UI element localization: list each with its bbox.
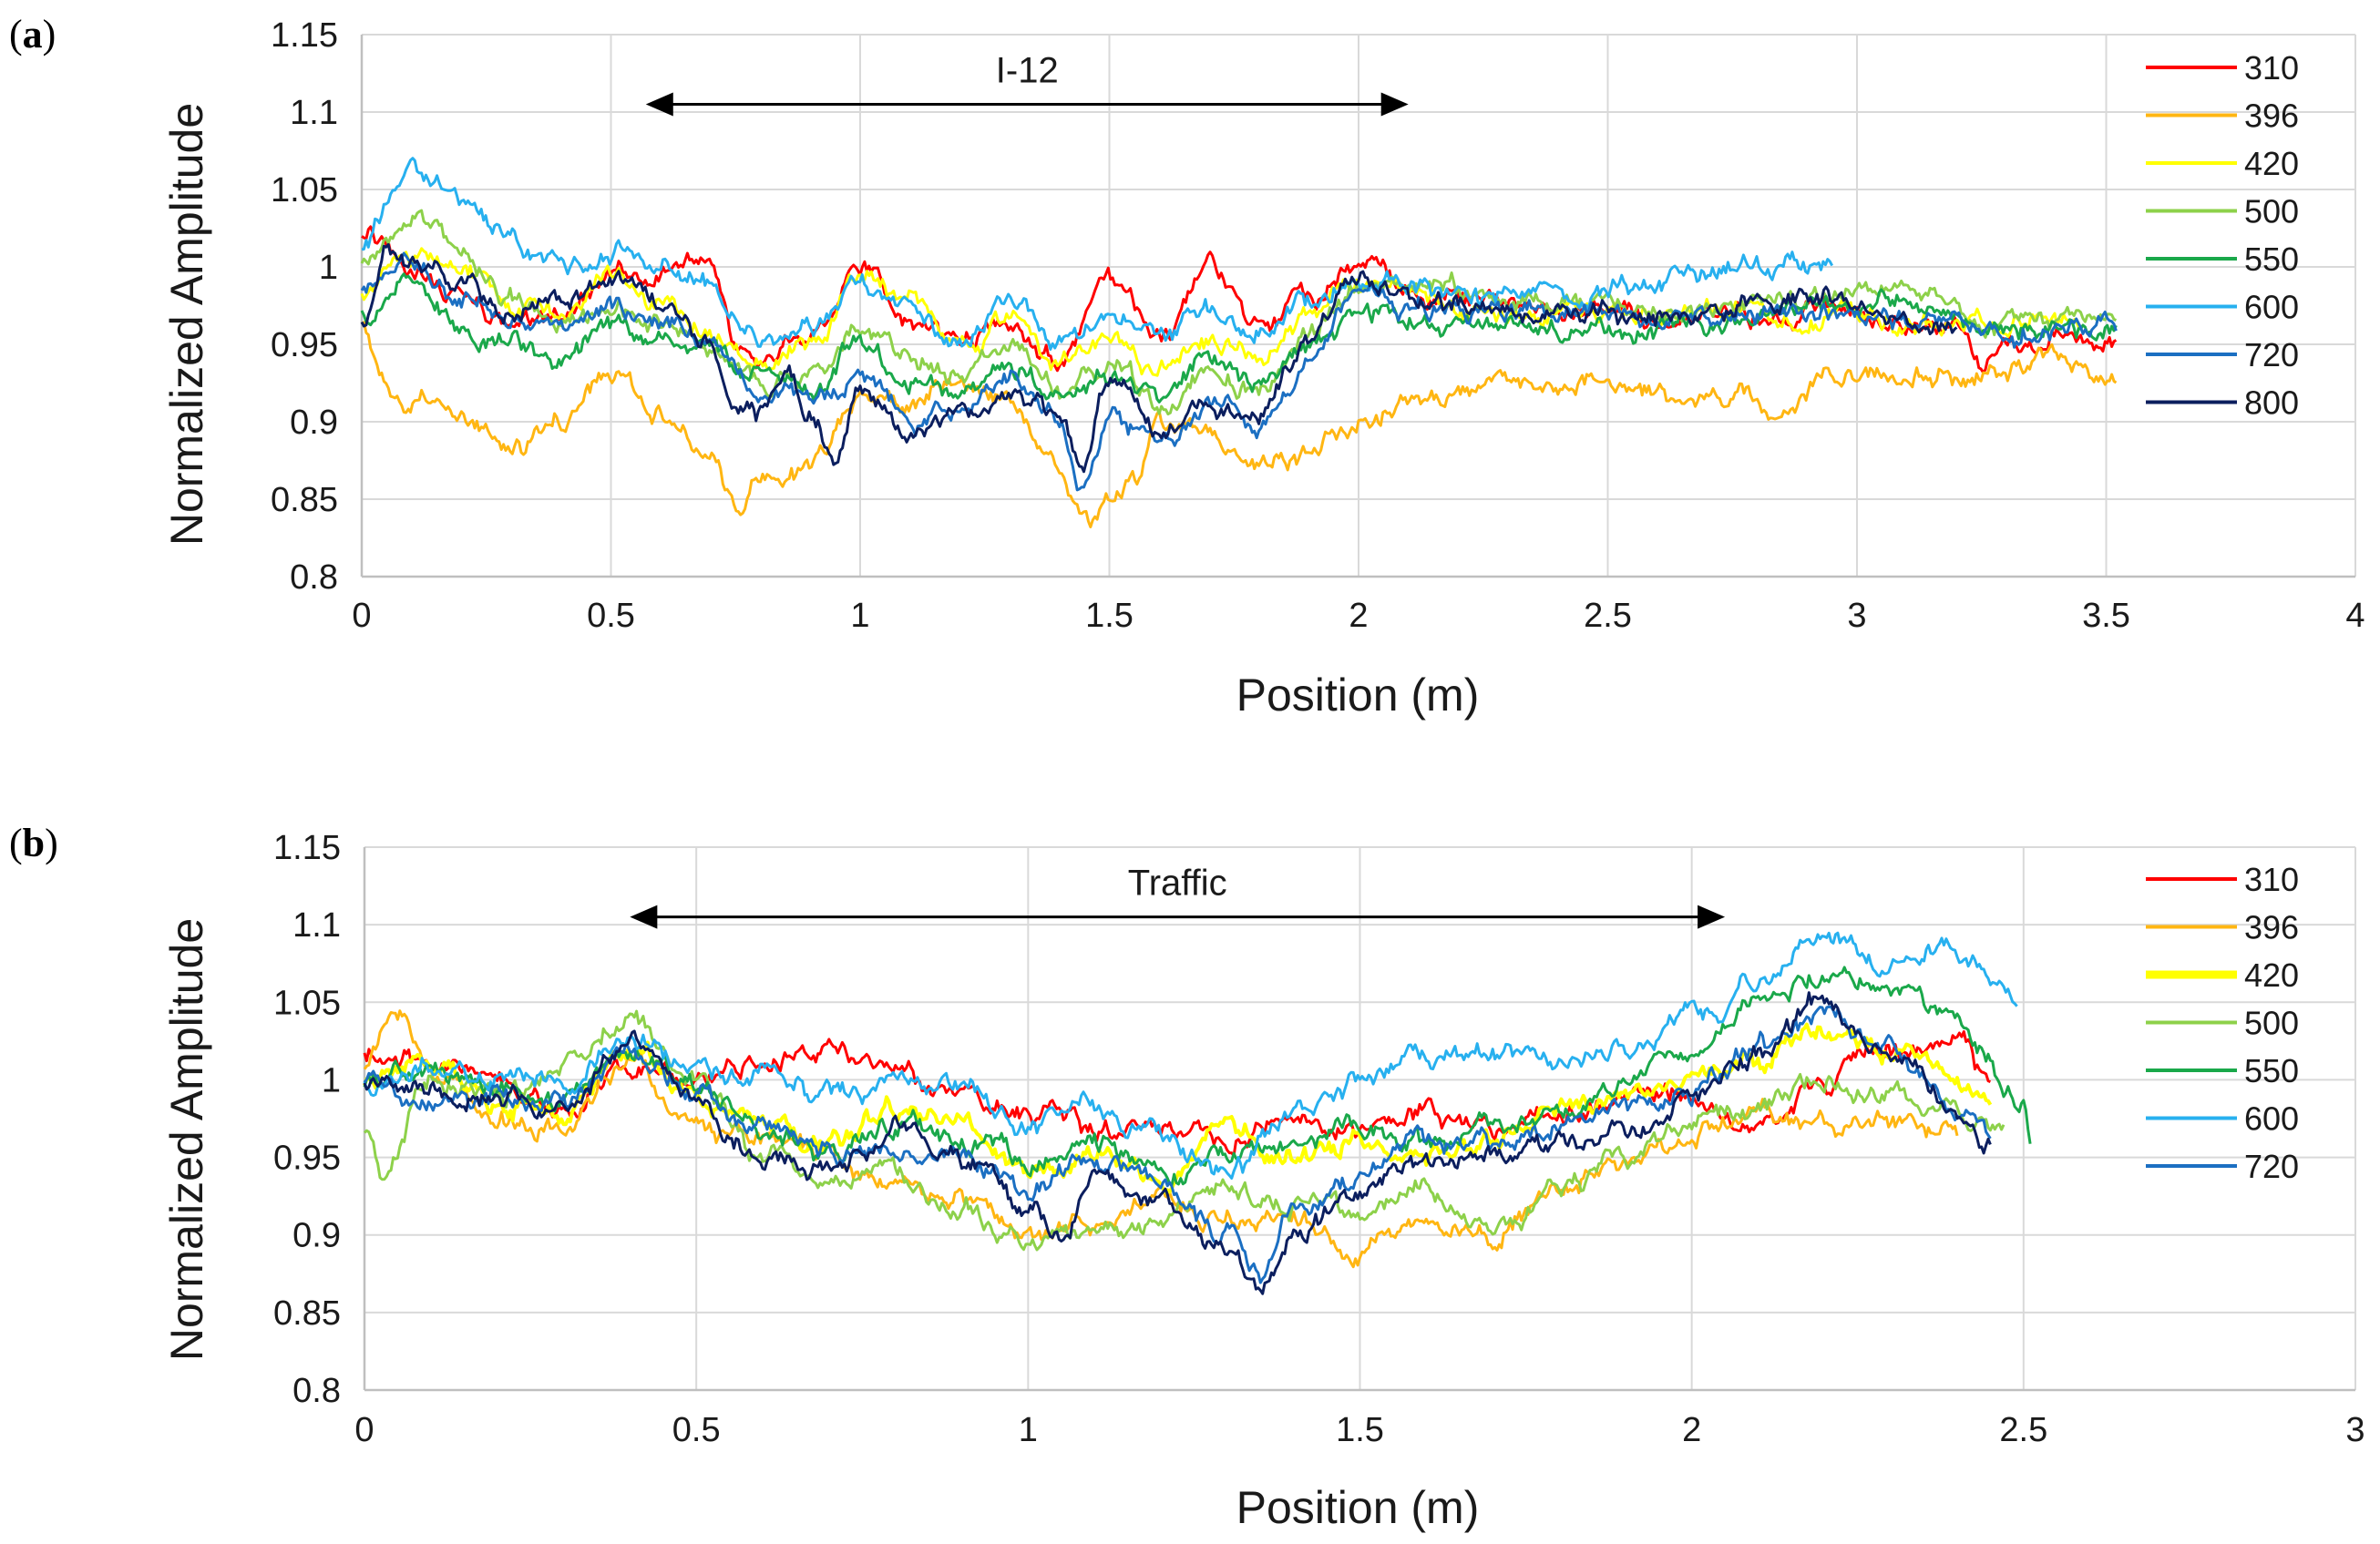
legend-label-600: 600 bbox=[2244, 1100, 2299, 1138]
y-tick-label: 1 bbox=[322, 1061, 341, 1099]
y-tick-label: 0.8 bbox=[290, 558, 338, 597]
x-tick-label: 3.5 bbox=[2082, 597, 2130, 635]
legend-label-600: 600 bbox=[2244, 289, 2299, 326]
x-tick-label: 1.5 bbox=[1085, 597, 1134, 635]
annotation-arrowhead-left-b bbox=[630, 905, 658, 929]
series-line-310 bbox=[361, 225, 2118, 374]
y-axis-label-a: Normalized Amplitude bbox=[161, 103, 212, 546]
x-tick-label: 2 bbox=[1349, 597, 1368, 635]
x-tick-label: 2.5 bbox=[1584, 597, 1632, 635]
panel-a-label: (a) bbox=[9, 12, 56, 56]
series-line-500 bbox=[363, 1009, 2006, 1252]
x-tick-label: 2.5 bbox=[1999, 1411, 2047, 1449]
x-axis-label-b: Position (m) bbox=[1236, 1482, 1480, 1533]
legend-label-720: 720 bbox=[2244, 336, 2299, 373]
y-tick-label: 0.9 bbox=[290, 404, 338, 442]
chart-panel-a: (a) 0.8 0.85 0.9 0.95 1 1.05 1.1 1.15 0 0.5 1 1.5 2… bbox=[9, 12, 2365, 721]
legend-label-310: 310 bbox=[2244, 861, 2299, 898]
legend-label-720: 720 bbox=[2244, 1148, 2299, 1185]
x-tick-label: 0.5 bbox=[587, 597, 635, 635]
annotation-arrowhead-right-b bbox=[1698, 905, 1726, 929]
y-tick-label: 1.1 bbox=[292, 906, 341, 945]
annotation-arrowhead-right-a bbox=[1380, 92, 1409, 117]
legend-label-396: 396 bbox=[2244, 909, 2299, 946]
annotation-arrowhead-left-a bbox=[645, 92, 673, 117]
x-tick-label: 0.5 bbox=[672, 1411, 721, 1449]
y-tick-label: 1.05 bbox=[273, 984, 341, 1022]
x-tick-label: 3 bbox=[1847, 597, 1866, 635]
y-tick-labels-b: 0.8 0.85 0.9 0.95 1 1.05 1.1 1.15 bbox=[273, 829, 341, 1410]
legend-a: 310 396 420 500 550 600 720 800 bbox=[2146, 49, 2299, 422]
series-line-420 bbox=[363, 1022, 1993, 1194]
series-line-800 bbox=[363, 991, 1992, 1295]
series-line-550 bbox=[360, 272, 2118, 404]
y-tick-label: 1.1 bbox=[290, 94, 338, 132]
annotation-text-a: I-12 bbox=[996, 51, 1059, 91]
series-line-396 bbox=[361, 321, 2118, 528]
series-group-a bbox=[360, 157, 2118, 528]
series-line-600 bbox=[361, 157, 1834, 351]
y-tick-label: 1.05 bbox=[271, 171, 338, 210]
series-group-b bbox=[363, 931, 2032, 1295]
x-tick-label: 1 bbox=[850, 597, 869, 635]
legend-label-500: 500 bbox=[2244, 193, 2299, 230]
series-line-720 bbox=[363, 1005, 1992, 1284]
legend-label-550: 550 bbox=[2244, 1052, 2299, 1089]
x-tick-label: 3 bbox=[2345, 1411, 2365, 1449]
legend-label-420: 420 bbox=[2244, 145, 2299, 182]
x-tick-label: 2 bbox=[1682, 1411, 1701, 1449]
y-tick-label: 0.8 bbox=[292, 1372, 341, 1410]
legend-label-310: 310 bbox=[2244, 49, 2299, 87]
annotation-a: I-12 bbox=[645, 51, 1409, 117]
y-tick-label: 0.85 bbox=[271, 481, 338, 519]
y-tick-label: 1.15 bbox=[271, 16, 338, 55]
y-axis-label-b: Normalized Amplitude bbox=[161, 918, 212, 1361]
legend-label-500: 500 bbox=[2244, 1005, 2299, 1042]
y-tick-label: 0.95 bbox=[271, 326, 338, 364]
series-line-420 bbox=[360, 247, 2083, 377]
y-tick-label: 1 bbox=[319, 249, 338, 287]
x-tick-label: 0 bbox=[354, 1411, 374, 1449]
x-tick-label: 0 bbox=[352, 597, 371, 635]
y-tick-label: 0.9 bbox=[292, 1217, 341, 1255]
x-axis-label-a: Position (m) bbox=[1236, 670, 1480, 721]
x-tick-label: 1.5 bbox=[1336, 1411, 1384, 1449]
legend-label-800: 800 bbox=[2244, 384, 2299, 422]
y-tick-label: 0.95 bbox=[273, 1140, 341, 1178]
y-tick-label: 0.85 bbox=[273, 1294, 341, 1333]
series-line-800 bbox=[360, 243, 1958, 474]
y-tick-labels-a: 0.8 0.85 0.9 0.95 1 1.05 1.1 1.15 bbox=[271, 16, 338, 597]
legend-label-396: 396 bbox=[2244, 97, 2299, 135]
grid-a bbox=[360, 34, 2356, 578]
x-tick-labels-a: 0 0.5 1 1.5 2 2.5 3 3.5 4 bbox=[352, 597, 2365, 635]
x-tick-label: 1 bbox=[1019, 1411, 1038, 1449]
y-tick-label: 1.15 bbox=[273, 829, 341, 867]
panel-b-label: (b) bbox=[9, 821, 58, 865]
x-tick-labels-b: 0 0.5 1 1.5 2 2.5 3 bbox=[354, 1411, 2365, 1449]
legend-label-420: 420 bbox=[2244, 956, 2299, 994]
legend-b: 310 396 420 500 550 600 720 bbox=[2146, 861, 2299, 1185]
annotation-b: Traffic bbox=[630, 864, 1726, 929]
grid-b bbox=[363, 846, 2356, 1392]
legend-label-550: 550 bbox=[2244, 240, 2299, 278]
x-tick-label: 4 bbox=[2345, 597, 2365, 635]
chart-panel-b: (b) 0.8 0.85 0.9 0.95 1 1.05 1.1 1.15 0 0.5 1 1.5 2… bbox=[9, 821, 2365, 1533]
series-line-720 bbox=[360, 251, 2118, 492]
annotation-text-b: Traffic bbox=[1128, 864, 1227, 904]
